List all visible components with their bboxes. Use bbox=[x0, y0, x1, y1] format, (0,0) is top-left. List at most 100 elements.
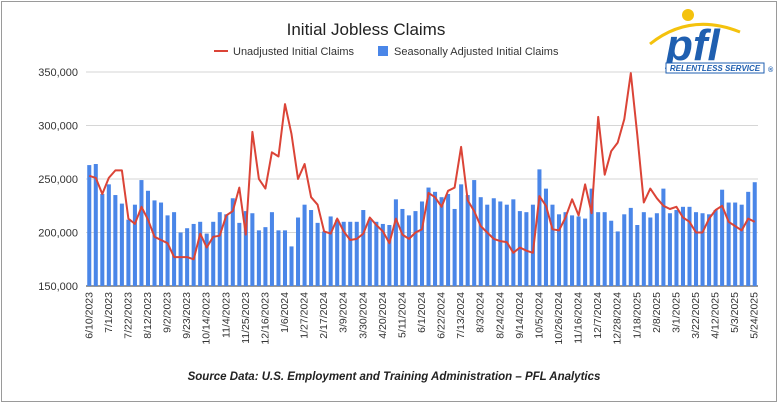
x-tick-label: 5/24/2025 bbox=[749, 292, 761, 339]
logo-registered-mark: ® bbox=[768, 66, 774, 74]
bar-seasonally-adjusted bbox=[576, 216, 581, 286]
bar-seasonally-adjusted bbox=[328, 216, 333, 286]
bar-seasonally-adjusted bbox=[263, 227, 268, 286]
bar-seasonally-adjusted bbox=[152, 200, 157, 286]
bar-seasonally-adjusted bbox=[524, 212, 529, 286]
bar-seasonally-adjusted bbox=[720, 189, 725, 286]
y-axis-tick-labels: 150,000 200,000 250,000 300,000 350,000 bbox=[38, 67, 78, 293]
bar-seasonally-adjusted bbox=[674, 210, 679, 286]
x-tick-label: 10/5/2024 bbox=[533, 292, 545, 339]
bar-seasonally-adjusted bbox=[485, 204, 490, 286]
bar-seasonally-adjusted bbox=[602, 212, 607, 286]
bar-seasonally-adjusted bbox=[224, 214, 229, 286]
bar-seasonally-adjusted bbox=[204, 233, 209, 286]
bar-seasonally-adjusted bbox=[752, 182, 757, 286]
x-tick-label: 9/14/2024 bbox=[514, 292, 526, 339]
bar-seasonally-adjusted bbox=[641, 212, 646, 286]
bar-seasonally-adjusted bbox=[309, 210, 314, 286]
bar-seasonally-adjusted bbox=[139, 180, 144, 286]
bar-seasonally-adjusted bbox=[230, 198, 235, 286]
bar-seasonally-adjusted bbox=[452, 208, 457, 286]
y-tick-label: 250,000 bbox=[38, 174, 78, 186]
bar-seasonally-adjusted bbox=[400, 208, 405, 286]
legend-label-seasonally-adjusted: Seasonally Adjusted Initial Claims bbox=[394, 46, 559, 58]
bar-seasonally-adjusted bbox=[100, 193, 105, 286]
x-tick-label: 8/24/2024 bbox=[494, 292, 506, 339]
bar-seasonally-adjusted bbox=[446, 193, 451, 286]
bar-seasonally-adjusted bbox=[145, 190, 151, 286]
y-tick-label: 200,000 bbox=[38, 228, 78, 240]
bar-seasonally-adjusted bbox=[178, 232, 183, 286]
x-tick-label: 8/12/2023 bbox=[142, 292, 154, 339]
bar-seasonally-adjusted bbox=[302, 204, 307, 286]
bar-seasonally-adjusted bbox=[498, 201, 503, 286]
bar-seasonally-adjusted bbox=[648, 217, 653, 286]
bar-seasonally-adjusted bbox=[374, 221, 379, 286]
bar-seasonally-adjusted bbox=[367, 219, 372, 286]
bar-seasonally-adjusted bbox=[322, 231, 327, 286]
bar-seasonally-adjusted bbox=[119, 203, 124, 286]
x-tick-label: 11/4/2023 bbox=[220, 292, 232, 338]
bar-seasonally-adjusted bbox=[563, 212, 568, 286]
bar-seasonally-adjusted bbox=[315, 222, 320, 286]
x-tick-label: 4/12/2025 bbox=[710, 292, 722, 339]
legend-swatch-seasonally-adjusted bbox=[378, 46, 388, 56]
x-tick-label: 11/16/2024 bbox=[573, 292, 585, 344]
bar-seasonally-adjusted bbox=[635, 225, 640, 286]
bar-seasonally-adjusted bbox=[459, 184, 464, 286]
bar-seasonally-adjusted bbox=[713, 210, 718, 286]
bar-seasonally-adjusted bbox=[387, 225, 392, 286]
source-note: Source Data: U.S. Employment and Trainin… bbox=[188, 371, 601, 383]
legend-label-unadjusted: Unadjusted Initial Claims bbox=[233, 46, 355, 58]
bar-seasonally-adjusted bbox=[406, 215, 411, 286]
x-tick-label: 6/10/2023 bbox=[83, 292, 95, 339]
legend: Unadjusted Initial Claims Seasonally Adj… bbox=[214, 46, 559, 58]
bar-seasonally-adjusted bbox=[511, 199, 516, 286]
x-tick-label: 11/25/2023 bbox=[240, 292, 252, 344]
bar-seasonally-adjusted bbox=[687, 206, 692, 286]
bar-seasonally-adjusted bbox=[348, 221, 353, 286]
bar-seasonally-adjusted bbox=[426, 187, 431, 286]
logo-wordmark: pfl bbox=[665, 21, 721, 70]
bar-seasonally-adjusted bbox=[191, 223, 196, 286]
bar-seasonally-adjusted bbox=[609, 220, 614, 286]
pfl-logo-icon: pfl RELENTLESS SERVICE ® bbox=[649, 9, 774, 74]
bar-seasonally-adjusted bbox=[583, 218, 588, 286]
bar-seasonally-adjusted bbox=[250, 213, 255, 286]
bar-seasonally-adjusted bbox=[217, 212, 222, 286]
x-tick-label: 9/2/2023 bbox=[162, 292, 174, 333]
bar-seasonally-adjusted bbox=[256, 230, 261, 286]
bar-seasonally-adjusted bbox=[465, 195, 470, 286]
bar-seasonally-adjusted bbox=[211, 221, 216, 286]
bar-seasonally-adjusted bbox=[172, 212, 177, 286]
bar-seasonally-adjusted bbox=[667, 213, 672, 286]
bar-seasonally-adjusted bbox=[341, 221, 346, 286]
bar-seasonally-adjusted bbox=[680, 206, 685, 286]
x-tick-label: 6/22/2024 bbox=[436, 292, 448, 339]
bar-seasonally-adjusted bbox=[733, 202, 738, 286]
x-tick-label: 1/6/2024 bbox=[279, 292, 291, 333]
bar-seasonally-adjusted bbox=[113, 195, 118, 286]
unadjusted-claims-line bbox=[88, 72, 756, 261]
bar-seasonally-adjusted bbox=[289, 246, 294, 286]
x-tick-label: 5/11/2024 bbox=[396, 292, 408, 338]
x-tick-label: 3/1/2025 bbox=[670, 292, 682, 333]
bar-seasonally-adjusted bbox=[726, 202, 731, 286]
logo-swoosh-icon bbox=[649, 22, 741, 46]
x-tick-label: 3/30/2024 bbox=[357, 292, 369, 339]
x-tick-label: 7/1/2023 bbox=[103, 292, 115, 333]
bar-seasonally-adjusted bbox=[282, 230, 288, 286]
bar-seasonally-adjusted bbox=[693, 212, 699, 286]
chart-title: Initial Jobless Claims bbox=[287, 20, 446, 39]
bar-seasonally-adjusted bbox=[93, 164, 98, 286]
x-tick-label: 2/17/2024 bbox=[318, 292, 330, 339]
bar-seasonally-adjusted bbox=[198, 221, 203, 286]
x-tick-label: 10/26/2024 bbox=[553, 292, 565, 345]
x-tick-label: 1/18/2025 bbox=[631, 292, 643, 339]
x-tick-label: 7/22/2023 bbox=[122, 292, 134, 339]
bar-seasonally-adjusted bbox=[707, 214, 712, 286]
bar-seasonally-adjusted bbox=[354, 221, 359, 286]
x-tick-label: 12/28/2024 bbox=[612, 292, 624, 345]
bar-seasonally-adjusted bbox=[419, 201, 425, 286]
bar-seasonally-adjusted bbox=[478, 197, 483, 286]
